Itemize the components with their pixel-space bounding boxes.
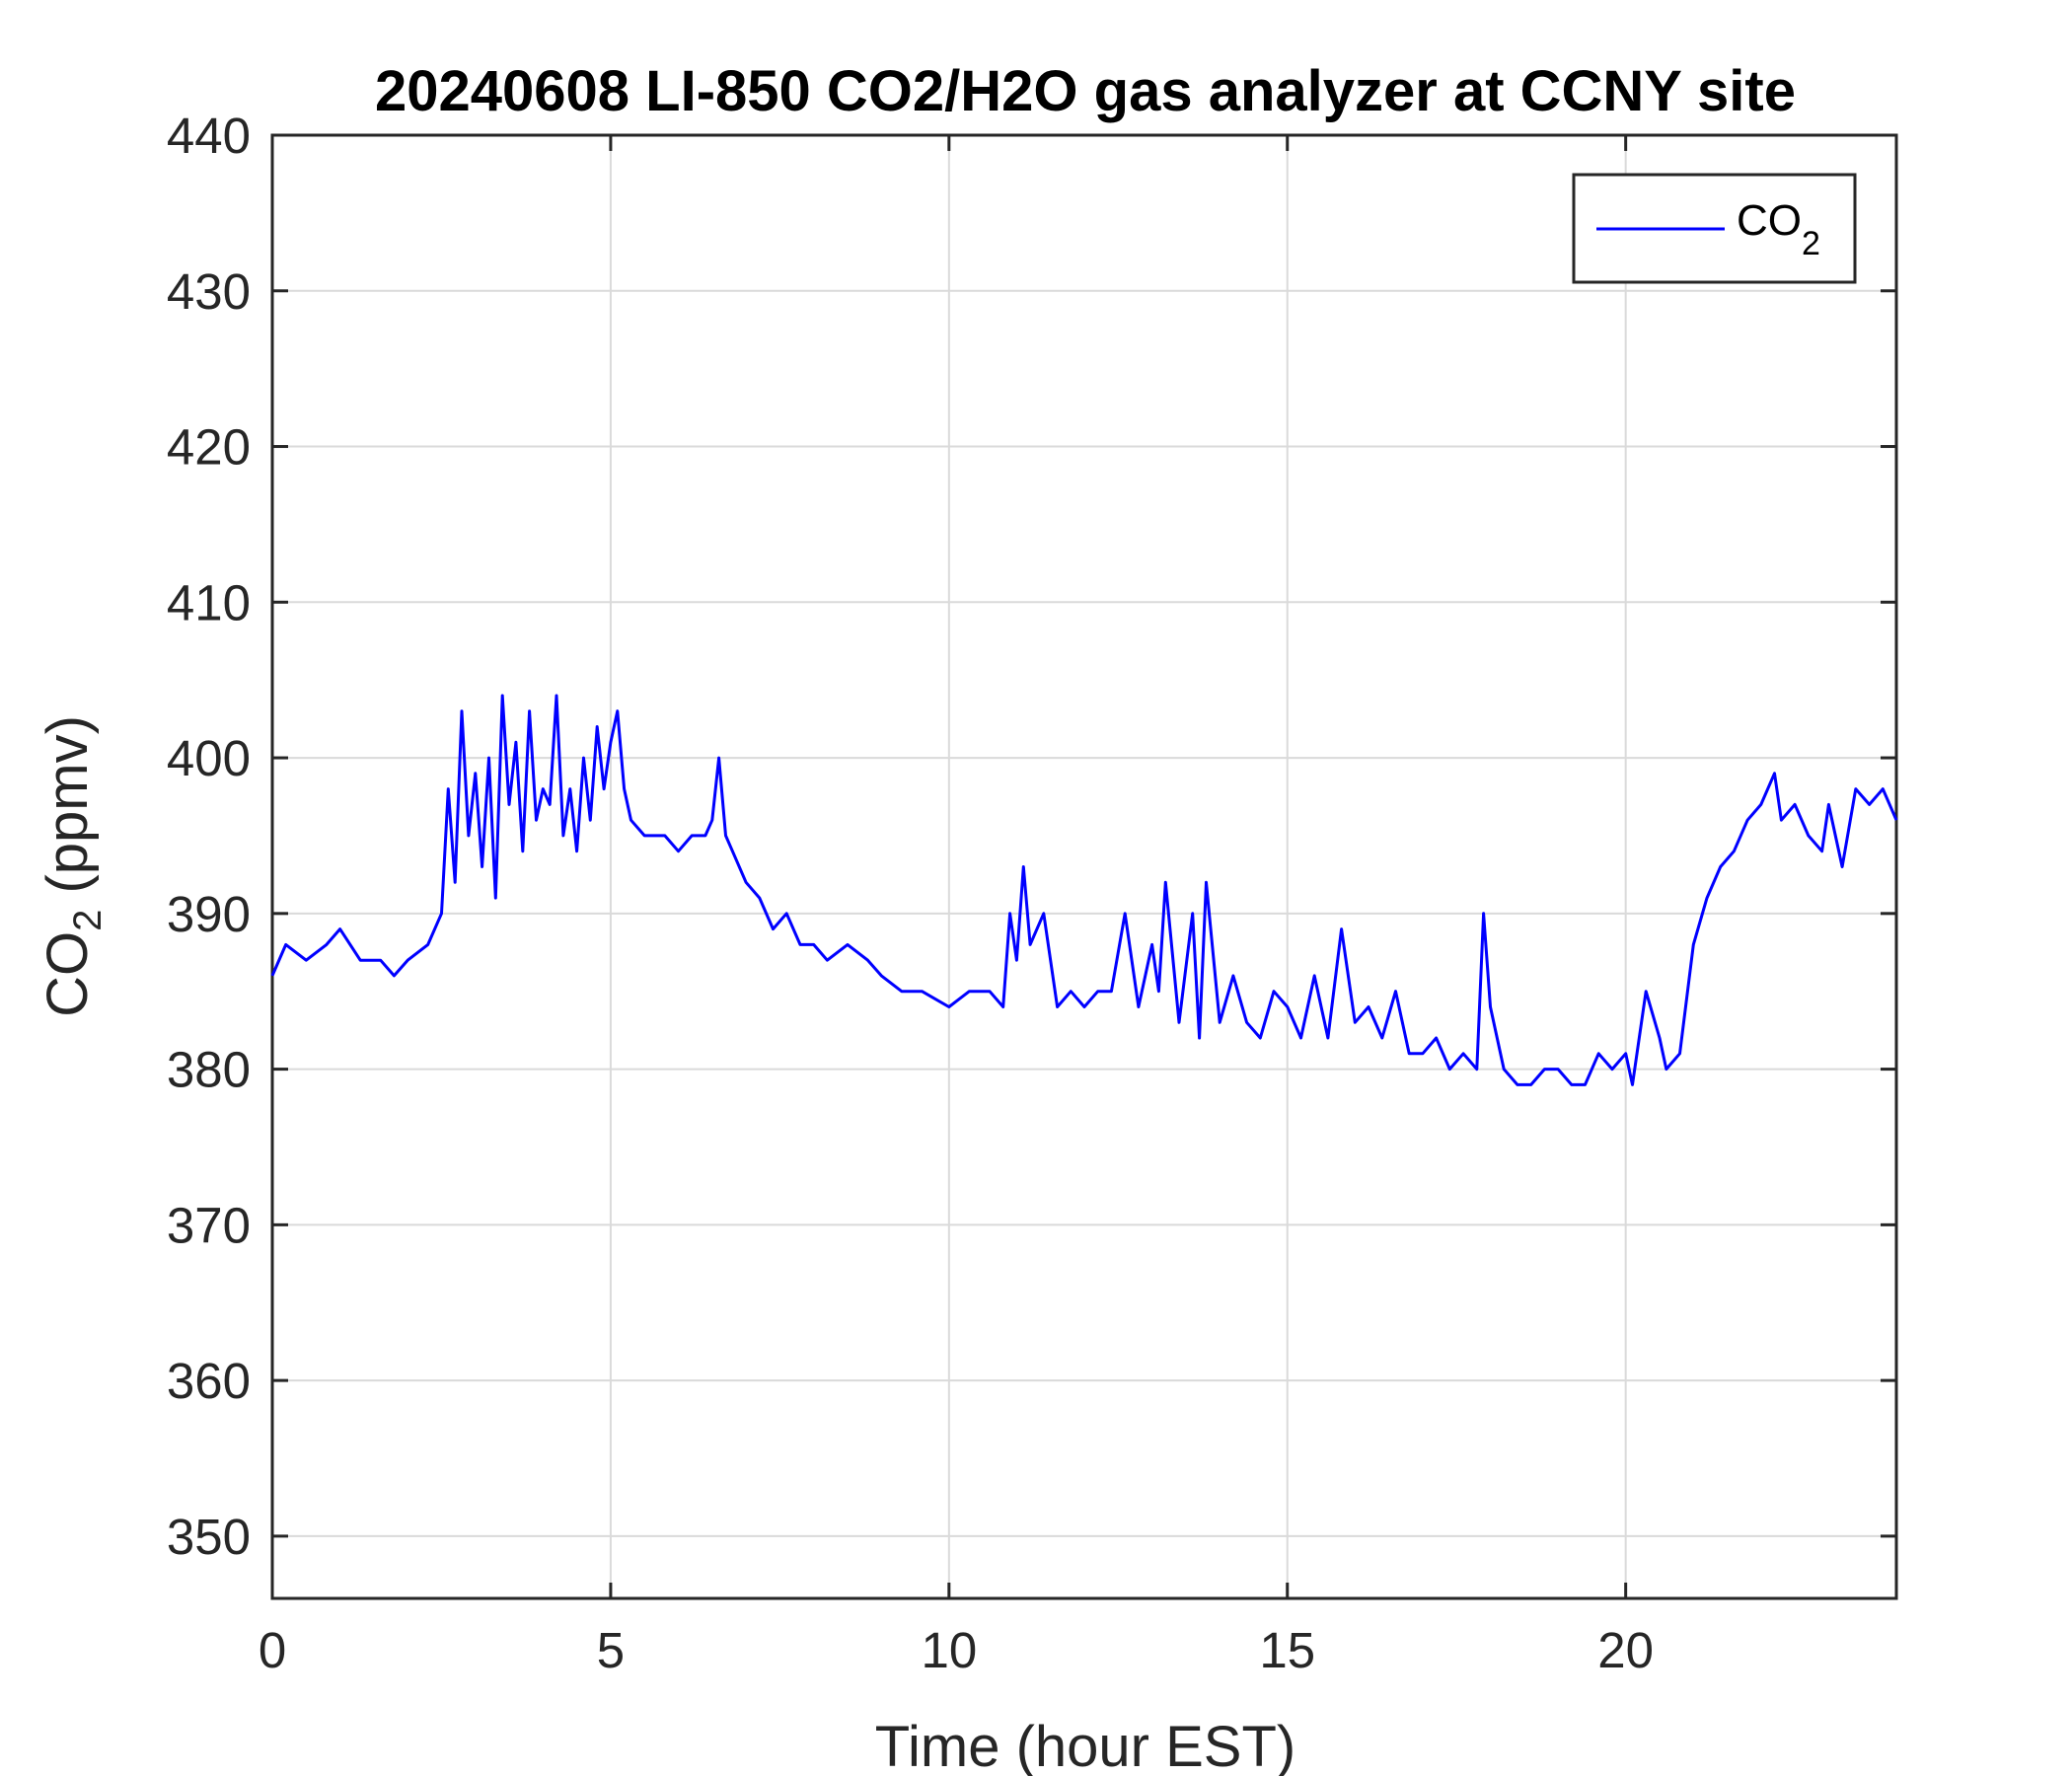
- y-axis-label: CO2 (ppmv): [36, 715, 110, 1017]
- y-axis-label-subscript: 2: [66, 910, 110, 931]
- chart-title: 20240608 LI-850 CO2/H2O gas analyzer at …: [375, 59, 1796, 123]
- legend: CO2: [1572, 173, 1857, 284]
- x-tick-label: 5: [597, 1622, 625, 1678]
- y-tick-label: 390: [167, 886, 251, 942]
- x-tick-label: 0: [259, 1622, 286, 1678]
- axis-ticks: 0 5 10 15 20 350 360 370 380 390 400 410 420 430 440: [167, 108, 1896, 1678]
- grid-lines: [271, 134, 1896, 1598]
- y-tick-label: 420: [167, 419, 251, 476]
- x-tick-label: 20: [1597, 1622, 1654, 1678]
- y-axis-label-main: CO: [36, 931, 100, 1017]
- y-axis-label-unit: (ppmv): [36, 715, 100, 910]
- co2-series-line: [270, 694, 1898, 1086]
- y-tick-label: 410: [167, 574, 251, 630]
- y-tick-label: 430: [167, 263, 251, 320]
- legend-label-main: CO: [1737, 196, 1802, 245]
- y-tick-label: 400: [167, 730, 251, 786]
- legend-label-subscript: 2: [1802, 225, 1820, 262]
- y-tick-label: 380: [167, 1042, 251, 1098]
- y-tick-label: 360: [167, 1353, 251, 1409]
- x-tick-label: 15: [1259, 1622, 1315, 1678]
- y-tick-label: 370: [167, 1197, 251, 1253]
- x-axis-label: Time (hour EST): [875, 1715, 1295, 1776]
- x-tick-label: 10: [921, 1622, 977, 1678]
- plot-area-frame: [270, 133, 1898, 1600]
- y-tick-label: 350: [167, 1509, 251, 1565]
- y-tick-label: 440: [167, 108, 251, 164]
- legend-label: CO2: [1737, 196, 1820, 262]
